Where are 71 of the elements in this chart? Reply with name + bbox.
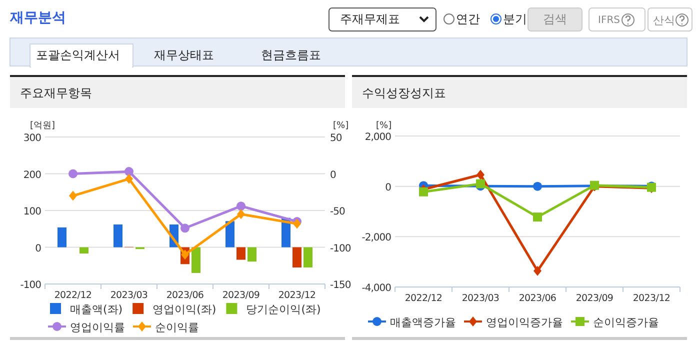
text: 산식 <box>653 14 675 27</box>
y-axis-title: [억원] <box>30 121 56 131</box>
y-tick-label: 2,000 <box>364 132 392 143</box>
y2-tick-label: 50 <box>330 133 342 144</box>
legend-label: 영업이익률 <box>70 321 125 334</box>
point <box>236 202 246 211</box>
y-tick-label: 300 <box>23 133 42 144</box>
x-tick-label: 2023/12 <box>632 293 670 304</box>
text: 재무분석 <box>9 10 66 26</box>
x-tick-label: 2022/12 <box>404 293 442 304</box>
y-tick-label: 0 <box>385 182 392 194</box>
point <box>476 170 484 180</box>
x-tick-label: 2022/12 <box>54 290 92 301</box>
bar <box>80 247 88 254</box>
text: IFRS <box>598 15 620 26</box>
y-tick-label: -100 <box>20 280 42 291</box>
x-tick-label: 2023/12 <box>278 290 316 301</box>
legend-label: 당기순이익(좌) <box>246 303 321 316</box>
text: 포괄손익계산서 <box>36 48 120 62</box>
bar <box>248 247 256 262</box>
legend-label: 매출액(좌) <box>70 303 123 316</box>
point <box>124 167 134 176</box>
chart-title: 수익성장성지표 <box>362 86 446 100</box>
legend-label: 영업이익(좌) <box>152 303 216 316</box>
y-tick-label: 100 <box>23 206 42 218</box>
y2-tick-label: -100 <box>330 243 351 254</box>
y-axis-title: [%] <box>376 121 392 131</box>
y-tick-label: -2,000 <box>362 232 392 244</box>
bar <box>114 224 122 248</box>
bar <box>226 221 234 248</box>
y2-tick-label: 0 <box>330 170 336 181</box>
y2-axis-title: [%] <box>333 121 349 131</box>
x-tick-label: 2023/09 <box>222 290 260 301</box>
bar <box>304 247 312 268</box>
x-tick-label: 2023/03 <box>110 290 148 301</box>
point <box>533 182 542 191</box>
point <box>533 212 542 222</box>
x-tick-label: 2023/09 <box>576 293 614 304</box>
bar <box>236 247 246 260</box>
text: 주재무제표 <box>340 12 400 26</box>
y-tick-label: 200 <box>23 170 42 181</box>
legend-label: 순이익률 <box>155 321 199 334</box>
y2-tick-label: -150 <box>330 280 351 291</box>
point <box>237 209 245 220</box>
legend-label: 영업이익증가율 <box>486 316 563 329</box>
x-tick-label: 2023/06 <box>518 293 556 304</box>
point <box>69 190 77 201</box>
text: 현금흐름표 <box>261 48 321 62</box>
y-tick-label: -4,000 <box>362 283 392 294</box>
point <box>534 266 542 276</box>
x-tick-label: 2023/03 <box>462 293 500 304</box>
point <box>419 187 428 196</box>
text: 검색 <box>543 12 567 26</box>
point <box>68 169 78 178</box>
bar <box>192 247 200 273</box>
bar <box>58 227 66 248</box>
legend-label: 매출액증가율 <box>390 316 456 329</box>
text: 재무상태표 <box>154 48 214 62</box>
point <box>476 179 485 188</box>
bar <box>292 247 302 268</box>
point <box>293 218 301 229</box>
y2-tick-label: -50 <box>330 206 345 218</box>
legend-label: 순이익증가율 <box>593 316 659 329</box>
point <box>181 250 189 260</box>
text: 연간 <box>456 12 480 26</box>
x-tick-label: 2023/06 <box>166 290 204 301</box>
point <box>180 224 190 233</box>
chart-title: 주요재무항목 <box>20 86 92 100</box>
y-tick-label: 0 <box>35 243 42 254</box>
point <box>125 174 133 184</box>
text: 분기 <box>503 12 527 26</box>
